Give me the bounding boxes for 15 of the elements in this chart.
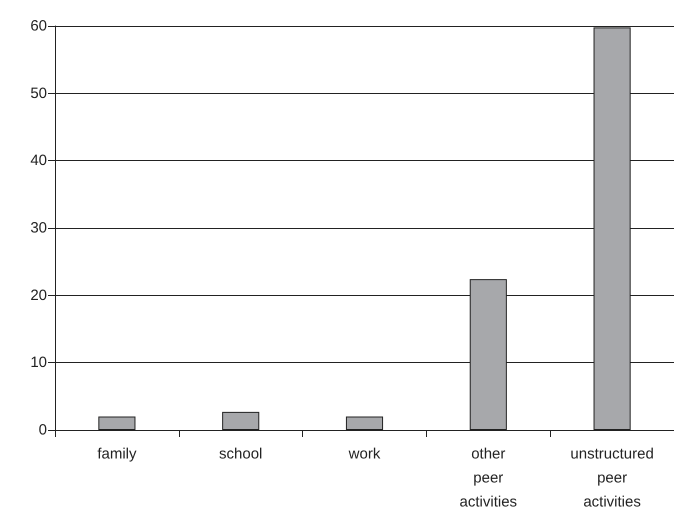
x-tick-label: school <box>219 446 262 462</box>
y-tick-label: 0 <box>38 422 47 438</box>
y-tick-label: 20 <box>30 286 47 304</box>
y-tick-label: 50 <box>30 84 47 102</box>
y-tick-label: 60 <box>30 18 47 34</box>
bar <box>222 412 260 430</box>
y-tick-label: 30 <box>30 220 47 236</box>
x-tick-label: other peer activities <box>460 446 518 510</box>
x-tick-label: family <box>97 446 137 462</box>
y-tick-label: 10 <box>30 354 47 372</box>
x-tick-label: work <box>348 446 381 462</box>
y-tick-label: 40 <box>30 152 47 170</box>
x-tick-label: unstructured peer activities <box>570 446 654 510</box>
bar <box>98 416 136 430</box>
bar <box>346 416 384 430</box>
